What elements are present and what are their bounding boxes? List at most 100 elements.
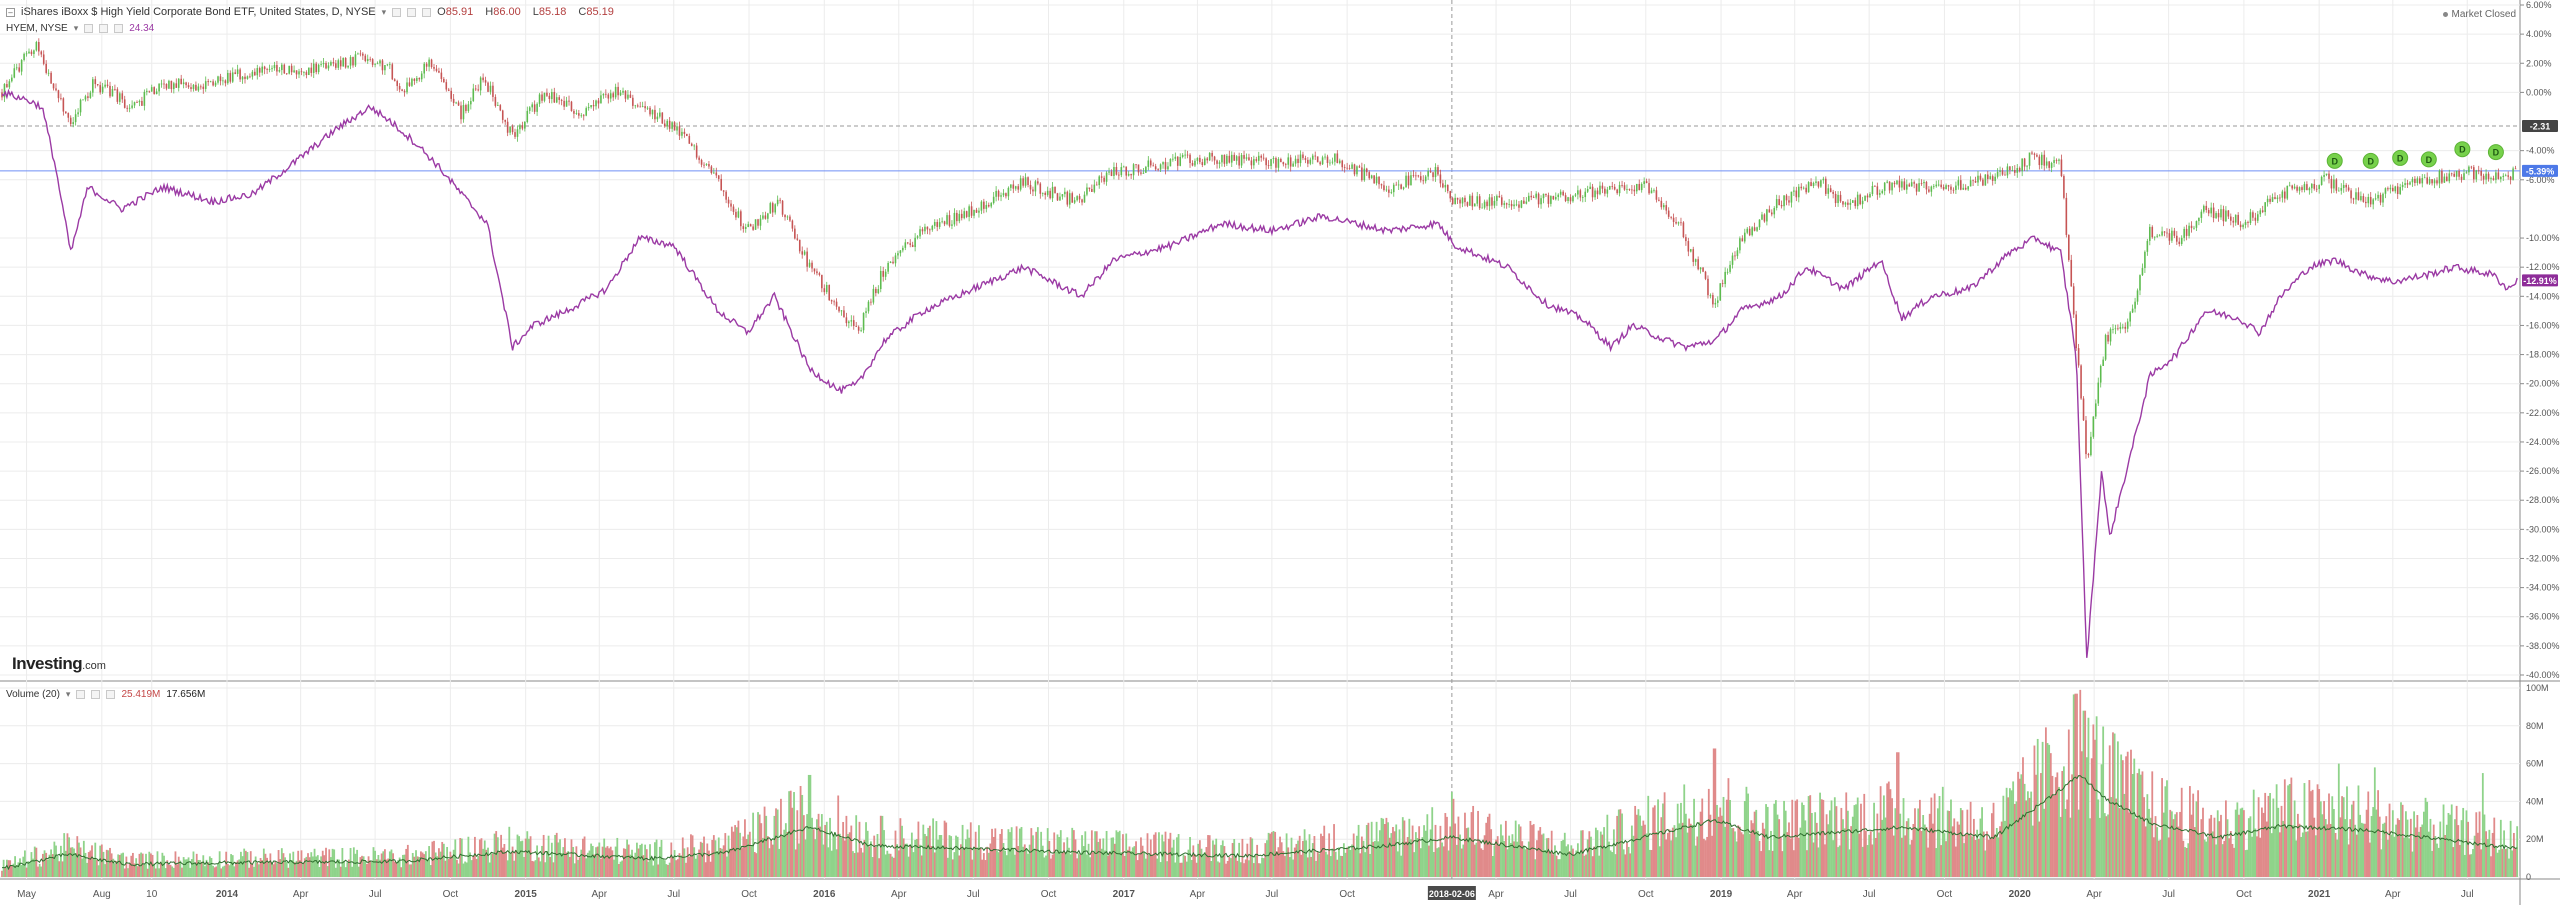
volume-bar [1328,833,1331,877]
dropdown-icon[interactable]: ▾ [381,6,387,17]
high-value: 86.00 [493,6,521,18]
volume-bar [1356,835,1358,877]
volume-bar [2491,832,2494,877]
volume-bar [991,828,993,877]
volume-bar [1192,845,1195,877]
candle-body [1532,197,1535,199]
volume-bar [506,860,509,877]
volume-bar [2378,816,2381,877]
close-icon[interactable] [114,24,124,33]
volume-bar [2175,812,2178,877]
candle-body [1172,158,1174,160]
volume-bar [277,850,280,877]
candle-body [413,78,416,81]
settings-icon[interactable] [91,690,101,699]
volume-bar [2112,732,2114,877]
volume-bar [740,848,743,877]
volume-bar [838,833,841,877]
candle-body [634,105,637,107]
volume-bar [1922,814,1925,877]
volume-bar [1855,804,1857,877]
dropdown-icon[interactable]: ▾ [73,23,79,33]
candle-body [614,86,617,98]
candle-body [1810,182,1812,187]
close-icon[interactable] [106,690,116,699]
volume-axis-label: 60M [2526,759,2544,769]
volume-bar [2423,811,2425,877]
volume-bar [2416,815,2419,877]
candle-body [1854,200,1857,207]
candle-body [808,262,811,267]
volume-bar [794,849,797,877]
candle-body [42,54,45,64]
candle-body [2080,365,2082,399]
volume-bar [1439,825,1442,877]
eye-icon[interactable] [76,690,86,699]
candle-body [389,64,391,66]
volume-bar [256,862,259,877]
candle-body [1977,175,1979,183]
volume-bar [2287,785,2289,877]
volume-bar [2324,819,2327,877]
volume-bar [78,842,80,877]
volume-bar [2051,775,2054,877]
candle-body [1974,181,1977,183]
volume-bar [1828,810,1831,877]
volume-bar [1688,818,1691,877]
candle-body [1277,158,1280,168]
volume-bar [1190,859,1193,877]
collapse-icon[interactable]: – [6,7,15,17]
dropdown-icon[interactable]: ▾ [65,689,71,699]
dividend-icon: D [2392,149,2409,166]
eye-icon[interactable] [392,7,402,17]
volume-bar [510,852,512,877]
candle-body [914,237,916,248]
volume-bar [732,831,735,877]
volume-bar [158,868,160,877]
candle-body [1707,278,1709,296]
candle-body [2338,190,2340,192]
volume-bar [1917,808,1920,877]
candle-body [1751,227,1753,236]
volume-bar [585,858,588,877]
volume-bar [2452,847,2455,877]
candle-body [1996,171,1999,177]
symbol-title[interactable]: iShares iBoxx $ High Yield Corporate Bon… [21,6,376,18]
volume-bar [953,852,956,877]
candle-body [2087,454,2090,456]
candle-body [440,72,443,79]
volume-bar [552,862,555,877]
candle-body [155,91,158,95]
volume-bar [1583,855,1586,877]
volume-bar [2310,791,2312,877]
volume-bar [2208,818,2211,877]
eye-icon[interactable] [84,24,94,33]
settings-icon[interactable] [99,24,109,33]
volume-bar [559,839,561,877]
volume-bar [861,852,864,877]
volume-bar [2409,818,2412,877]
candle-body [1800,186,1803,189]
volume-bar [2297,813,2299,877]
volume-bar [2184,847,2186,877]
volume-bar [2121,760,2124,877]
candle-body [2362,196,2365,202]
volume-bar [2022,757,2024,877]
settings-icon[interactable] [407,7,417,17]
compare-symbol[interactable]: HYEM, NYSE [6,23,68,34]
volume-label[interactable]: Volume (20) [6,689,60,700]
close-icon[interactable] [422,7,432,17]
volume-bar [197,859,200,877]
candle-body [344,57,347,68]
candle-body [1469,195,1471,206]
candle-body [114,89,116,90]
candle-body [1942,187,1945,190]
volume-bar [2454,819,2456,877]
candle-body [38,42,40,52]
volume-bar [442,843,445,877]
candle-body [1874,186,1876,187]
candle-body [2185,228,2188,236]
volume-bar [1969,801,1972,877]
